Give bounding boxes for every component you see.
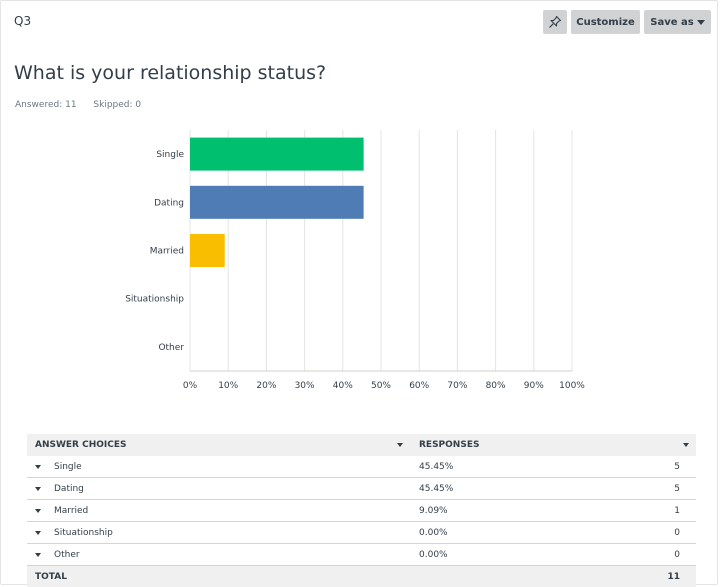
table-row: Single 45.45% 5 [27,456,696,478]
responses-header[interactable]: Responses [419,440,480,450]
category-label: Dating [154,198,184,208]
response-percent: 0.00% [419,550,448,560]
x-tick-label: 70% [447,381,467,391]
bar[interactable] [190,234,225,267]
customize-button[interactable]: Customize [571,10,640,34]
x-tick-label: 80% [486,381,506,391]
x-tick-label: 20% [256,381,276,391]
expand-icon[interactable] [35,465,41,469]
expand-icon[interactable] [35,531,41,535]
response-count: 0 [674,550,680,560]
x-tick-label: 50% [371,381,391,391]
x-tick-label: 0% [183,381,198,391]
bar[interactable] [190,185,364,219]
expand-icon[interactable] [35,553,41,557]
category-label: Situationship [125,295,184,305]
response-percent: 9.09% [419,506,448,516]
sort-dropdown-icon[interactable] [683,443,689,447]
answered-count: Answered: 11 [15,100,77,110]
table-row: Other 0.00% 0 [27,544,696,566]
response-count: 5 [674,462,680,472]
answer-label: Single [54,462,82,472]
table-row: Situationship 0.00% 0 [27,522,696,544]
bar[interactable] [190,137,364,171]
expand-icon[interactable] [35,509,41,513]
expand-icon[interactable] [35,487,41,491]
save-as-label: Save as [650,16,694,28]
skipped-count: Skipped: 0 [93,100,142,110]
response-count: 5 [674,484,680,494]
response-count: 1 [674,506,680,516]
response-percent: 45.45% [419,462,454,472]
response-stats: Answered: 11 Skipped: 0 [15,100,155,110]
total-row: Total 11 [27,566,696,587]
table-row: Dating 45.45% 5 [27,478,696,500]
question-number: Q3 [14,14,32,28]
category-label: Other [158,343,184,353]
x-tick-label: 60% [409,381,429,391]
x-tick-label: 30% [295,381,315,391]
x-tick-label: 90% [524,381,544,391]
response-count: 0 [674,528,680,538]
x-tick-label: 40% [333,381,353,391]
table-row: Married 9.09% 1 [27,500,696,522]
response-percent: 0.00% [419,528,448,538]
answer-choices-header[interactable]: Answer Choices [35,440,127,450]
pin-icon [549,15,562,28]
responses-table: Answer Choices Responses Single 45.45% 5… [27,434,696,587]
bar-chart: 0% 10% 20% 30% 40% 50% 60% 70% 80% 90% 100% Single D… [125,130,585,391]
answer-label: Married [54,506,89,516]
answer-label: Dating [54,484,84,494]
category-label: Single [156,150,184,160]
customize-label: Customize [576,16,635,28]
answer-label: Situationship [54,528,113,538]
question-title: What is your relationship status? [14,62,327,84]
answer-label: Other [54,550,80,560]
total-count: 11 [667,572,680,582]
sort-dropdown-icon[interactable] [397,443,403,447]
category-label: Married [150,247,184,257]
save-as-button[interactable]: Save as [644,10,711,34]
response-percent: 45.45% [419,484,454,494]
table-header: Answer Choices Responses [27,434,696,456]
pin-button[interactable] [543,10,567,34]
x-tick-label: 100% [559,381,585,391]
total-label: Total [35,572,67,582]
caret-down-icon [696,19,705,25]
x-tick-label: 10% [218,381,238,391]
